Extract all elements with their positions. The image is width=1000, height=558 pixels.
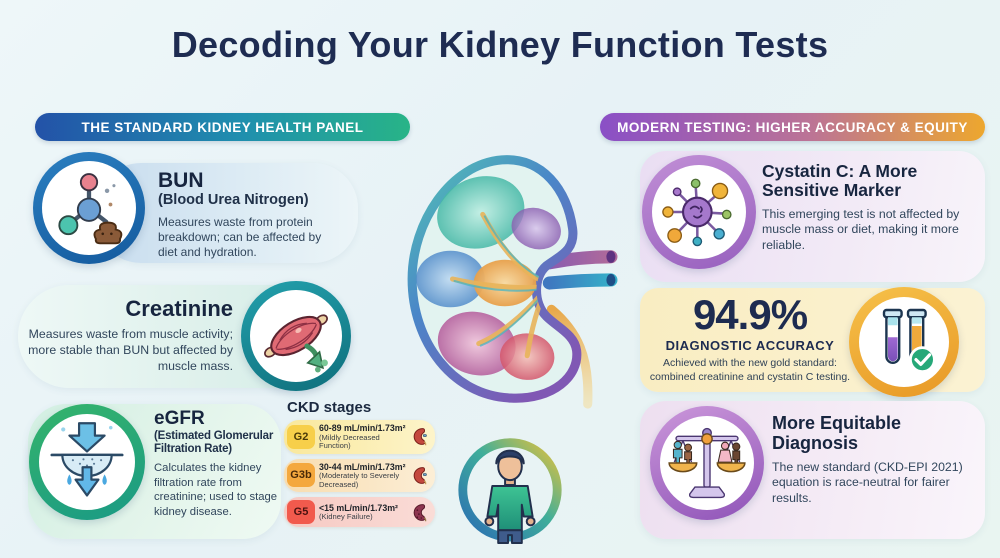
egfr-title: eGFR <box>154 408 205 429</box>
egfr-icon-circle-inner <box>39 414 135 510</box>
ckd-row: G2 60-89 mL/min/1.73m² (Mildly Decreased… <box>284 420 435 454</box>
stage-badge: G5 <box>287 500 315 525</box>
stage-label: (Moderately to Severely Decreased) <box>319 471 400 489</box>
stage-text: 60-89 mL/min/1.73m² (Mildly Decreased Fu… <box>319 423 407 451</box>
egfr-description: Calculates the kidney filtration rate fr… <box>154 462 278 518</box>
kidney-icon <box>413 428 427 446</box>
cystatin-text: Cystatin C: A More Sensitive Marker This… <box>762 161 978 254</box>
accuracy-text: 94.9% DIAGNOSTIC ACCURACY Achieved with … <box>644 294 856 384</box>
ckd-stages-heading: CKD stages <box>287 399 372 416</box>
balance-scale-people-icon <box>668 427 746 499</box>
person-icon <box>484 449 536 545</box>
creatinine-icon-circle <box>241 281 351 391</box>
bun-icon-circle-inner <box>42 161 136 255</box>
equity-text: More Equitable Diagnosis The new standar… <box>772 413 978 507</box>
accuracy-label: DIAGNOSTIC ACCURACY <box>665 338 835 353</box>
stage-text: <15 mL/min/1.73m² (Kidney Failure) <box>319 503 407 522</box>
accuracy-icon-circle <box>849 287 959 397</box>
muscle-icon <box>264 314 328 373</box>
stage-label: (Mildly Decreased Function) <box>319 432 380 451</box>
stage-range: 30-44 mL/min/1.73m² <box>319 461 406 472</box>
cystatin-title: Cystatin C: A More Sensitive Marker <box>762 161 918 201</box>
bun-icon-circle <box>33 152 145 264</box>
accuracy-value: 94.9% <box>692 291 808 338</box>
kidney-illustration <box>407 155 618 409</box>
left-section-header: THE STANDARD KIDNEY HEALTH PANEL <box>35 113 410 141</box>
creatinine-text: Creatinine Measures waste from muscle ac… <box>26 296 233 374</box>
cystatin-icon-circle-inner <box>652 165 746 259</box>
equity-description: The new standard (CKD-EPI 2021) equation… <box>772 459 963 506</box>
egfr-subtitle: (Estimated Glomerular Filtration Rate) <box>154 429 274 456</box>
molecule-poop-icon <box>58 173 123 245</box>
filter-funnel-icon <box>50 422 124 497</box>
bun-description: Measures waste from protein breakdown; c… <box>158 214 322 260</box>
failing-kidney-icon <box>413 503 427 521</box>
stage-badge: G3b <box>287 463 315 488</box>
cystatin-icon-circle <box>642 155 756 269</box>
accuracy-icon-circle-inner <box>859 297 949 387</box>
bun-title: BUN <box>158 169 204 192</box>
bun-text: BUN (Blood Urea Nitrogen) Measures waste… <box>158 169 343 261</box>
equity-title: More Equitable Diagnosis <box>772 413 902 453</box>
egfr-text: eGFR (Estimated Glomerular Filtration Ra… <box>154 408 300 519</box>
accuracy-description: Achieved with the new gold standard: com… <box>649 357 851 383</box>
test-tubes-check-icon <box>882 308 936 373</box>
equity-icon-circle <box>650 406 764 520</box>
stage-label: (Kidney Failure) <box>319 512 373 522</box>
person-ring-icon <box>458 438 562 545</box>
creatinine-description: Measures waste from muscle activity; mor… <box>28 327 233 373</box>
creatinine-icon-circle-inner <box>250 290 342 382</box>
ckd-stages-table: G2 60-89 mL/min/1.73m² (Mildly Decreased… <box>284 420 435 528</box>
stage-badge: G2 <box>287 424 315 449</box>
egfr-icon-circle <box>29 404 145 520</box>
creatinine-title: Creatinine <box>125 296 233 321</box>
stage-text: 30-44 mL/min/1.73m² (Moderately to Sever… <box>319 462 407 490</box>
ckd-row: G5 <15 mL/min/1.73m² (Kidney Failure) <box>284 497 435 528</box>
bun-subtitle: (Blood Urea Nitrogen) <box>158 192 309 209</box>
cystatin-molecule-icon <box>662 178 732 247</box>
cystatin-description: This emerging test is not affected by mu… <box>762 206 960 252</box>
right-section-header: MODERN TESTING: HIGHER ACCURACY & EQUITY <box>600 113 985 141</box>
stage-range: <15 mL/min/1.73m² <box>319 502 398 513</box>
ckd-row: G3b 30-44 mL/min/1.73m² (Moderately to S… <box>284 458 435 493</box>
equity-icon-circle-inner <box>660 416 754 510</box>
stage-range: 60-89 mL/min/1.73m² <box>319 423 406 433</box>
kidney-icon <box>413 466 427 485</box>
page-title: Decoding Your Kidney Function Tests <box>171 24 829 65</box>
